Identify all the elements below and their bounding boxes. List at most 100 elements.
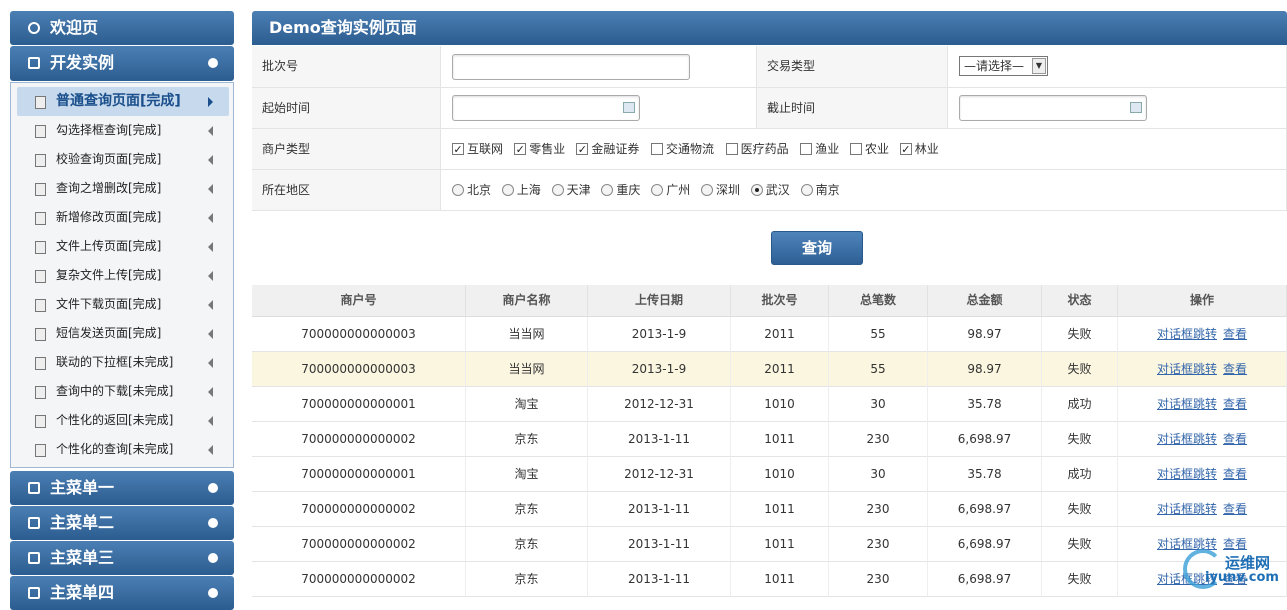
action-link[interactable]: 查看 — [1223, 327, 1248, 341]
table-cell: 230 — [829, 492, 928, 527]
radio-label[interactable]: 北京 — [467, 183, 492, 197]
checkbox-label[interactable]: 医疗药品 — [740, 142, 789, 156]
radio-label[interactable]: 南京 — [815, 183, 840, 197]
action-link[interactable]: 查看 — [1223, 362, 1248, 376]
checkbox-label[interactable]: 零售业 — [529, 142, 566, 156]
action-link[interactable]: 对话框跳转 — [1156, 467, 1217, 481]
radio[interactable] — [750, 184, 763, 196]
menu-item[interactable]: 新增修改页面[完成] — [17, 203, 229, 232]
checkbox-label[interactable]: 金融证券 — [591, 142, 640, 156]
menu-item[interactable]: 联动的下拉框[未完成] — [17, 348, 229, 377]
radio[interactable] — [601, 184, 614, 196]
batch-input[interactable] — [452, 54, 690, 80]
checkbox-label[interactable]: 互联网 — [467, 142, 504, 156]
main-menu[interactable]: 主菜单二 — [10, 506, 234, 540]
checkbox[interactable]: ✓ — [899, 143, 912, 156]
checkbox[interactable]: ✓ — [514, 143, 527, 156]
checkbox[interactable] — [651, 143, 663, 155]
action-link[interactable]: 查看 — [1223, 432, 1248, 446]
table-cell: 700000000000001 — [252, 387, 466, 422]
radio-label[interactable]: 上海 — [516, 183, 541, 197]
menu-item[interactable]: 短信发送页面[完成] — [17, 319, 229, 348]
menu-item[interactable]: 勾选择框查询[完成] — [17, 116, 229, 145]
radio[interactable] — [800, 184, 813, 196]
table-header: 批次号 — [731, 285, 829, 317]
field-cell: —请选择— ▼ — [948, 46, 1287, 88]
radio[interactable] — [501, 184, 514, 196]
date-input[interactable] — [452, 95, 640, 121]
main-menu[interactable]: 主菜单四 — [10, 576, 234, 610]
checkbox[interactable] — [850, 143, 862, 155]
checkbox[interactable]: ✓ — [576, 143, 589, 156]
radio-label[interactable]: 广州 — [666, 183, 691, 197]
table-cell: 1010 — [731, 387, 829, 422]
table-cell: 京东 — [466, 562, 588, 597]
welcome-header[interactable]: 欢迎页 — [10, 11, 234, 45]
field-cell: ✓ 互联网 ✓ 零售业 ✓ 金融证券 交通物流 医疗药品 渔业 农业 ✓ 林业 — [441, 129, 1287, 170]
menu-item[interactable]: 个性化的查询[未完成] — [17, 435, 229, 464]
radio-label[interactable]: 天津 — [566, 183, 591, 197]
action-link[interactable]: 对话框跳转 — [1156, 432, 1217, 446]
checkbox[interactable] — [725, 143, 738, 155]
menu-item[interactable]: 查询中的下载[未完成] — [17, 377, 229, 406]
label-cell: 起始时间 — [252, 88, 441, 129]
checkbox-label[interactable]: 交通物流 — [666, 142, 715, 156]
menu-item[interactable]: 查询之增删改[完成] — [17, 174, 229, 203]
table-cell: 当当网 — [466, 317, 588, 352]
menu-item[interactable]: 复杂文件上传[完成] — [17, 261, 229, 290]
radio[interactable] — [452, 184, 464, 196]
table-cell: 700000000000003 — [252, 317, 466, 352]
page: 欢迎页 开发实例普通查询页面[完成] 勾选择框查询[完成] 校验查询页面[完成] 查询之… — [10, 11, 1287, 610]
label-cell: 截止时间 — [757, 88, 948, 129]
main-menu[interactable]: 主菜单三 — [10, 541, 234, 575]
label: 商户类型 — [262, 142, 311, 156]
main-menu[interactable]: 主菜单一 — [10, 471, 234, 505]
section-header[interactable]: 开发实例 — [10, 46, 234, 81]
radio[interactable] — [651, 184, 664, 196]
checkbox-label[interactable]: 渔业 — [815, 142, 840, 156]
table-cell: 55 — [829, 352, 928, 387]
date-input[interactable] — [959, 95, 1147, 121]
checkbox[interactable]: ✓ — [452, 143, 464, 156]
icon — [28, 517, 40, 529]
table-cell: 成功 — [1042, 387, 1118, 422]
action-link[interactable]: 查看 — [1223, 502, 1248, 516]
action-link[interactable]: 对话框跳转 — [1156, 537, 1217, 551]
radio-label[interactable]: 武汉 — [765, 183, 790, 197]
action-link[interactable]: 查看 — [1223, 572, 1248, 586]
menu-item[interactable]: 校验查询页面[完成] — [17, 145, 229, 174]
table-cell: 2013-1-11 — [588, 422, 731, 457]
expand-icon — [208, 483, 218, 493]
action-link[interactable]: 对话框跳转 — [1156, 327, 1217, 341]
menu-item[interactable]: 文件下载页面[完成] — [17, 290, 229, 319]
menu-item[interactable]: 个性化的返回[未完成] — [17, 406, 229, 435]
table-header: 商户号 — [252, 285, 466, 317]
table-cell: 京东 — [466, 527, 588, 562]
trade-type-select[interactable]: —请选择— ▼ — [959, 56, 1048, 76]
action-link[interactable]: 对话框跳转 — [1156, 362, 1217, 376]
label: 交易类型 — [767, 59, 816, 73]
table-cell: 2013-1-11 — [588, 492, 731, 527]
action-link[interactable]: 查看 — [1223, 467, 1248, 481]
action-link[interactable]: 对话框跳转 — [1156, 502, 1217, 516]
label-cell: 商户类型 — [252, 129, 441, 170]
submit-button[interactable]: 查询 — [771, 231, 863, 265]
radio[interactable] — [551, 184, 564, 196]
radio-label[interactable]: 深圳 — [716, 183, 741, 197]
radio-label[interactable]: 重庆 — [616, 183, 641, 197]
label: 所在地区 — [262, 183, 311, 197]
icon — [28, 482, 40, 494]
menu-item[interactable]: 文件上传页面[完成] — [17, 232, 229, 261]
checkbox-label[interactable]: 林业 — [914, 142, 939, 156]
menu-item[interactable]: 普通查询页面[完成] — [17, 87, 229, 116]
action-link[interactable]: 查看 — [1223, 537, 1248, 551]
checkbox-label[interactable]: 农业 — [865, 142, 890, 156]
action-link[interactable]: 查看 — [1223, 397, 1248, 411]
table-cell: 6,698.97 — [928, 492, 1042, 527]
page-title: Demo查询实例页面 — [252, 11, 1287, 45]
table-cell: 淘宝 — [466, 387, 588, 422]
checkbox[interactable] — [800, 143, 813, 155]
action-link[interactable]: 对话框跳转 — [1156, 397, 1217, 411]
radio[interactable] — [701, 184, 713, 196]
action-cell: 对话框跳转 查看 — [1118, 492, 1287, 527]
